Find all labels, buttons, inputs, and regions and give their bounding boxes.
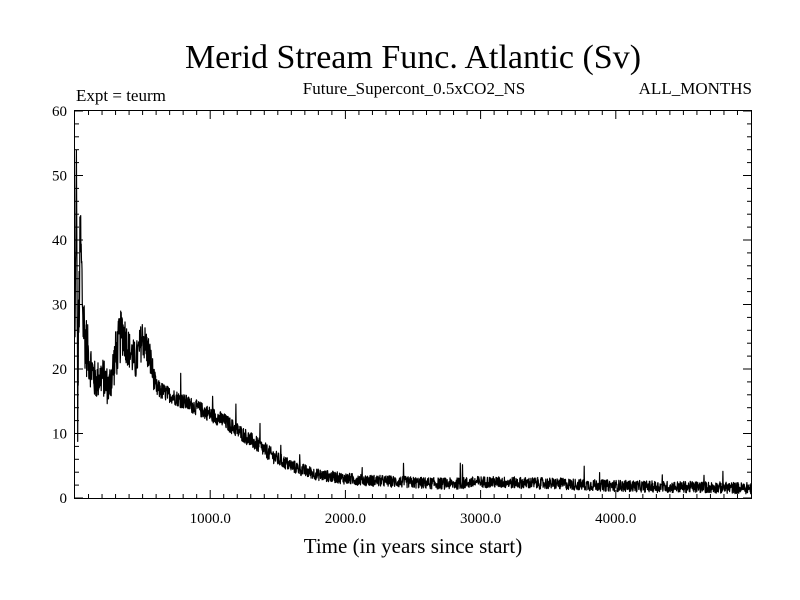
y-tick-label: 60	[52, 104, 67, 120]
ticks-layer: 0 10 20 30 40 50 60 1000.0 2000.0 3000.0 4000.0	[52, 104, 751, 527]
plot-frame	[74, 110, 752, 499]
y-tick-label: 0	[60, 491, 68, 507]
run-name-label: Future_Supercont_0.5xCO2_NS	[303, 79, 525, 98]
y-tick-label: 10	[52, 427, 67, 443]
series-layer	[74, 149, 752, 495]
x-tick-label: 3000.0	[460, 511, 501, 527]
x-tick-label: 4000.0	[595, 511, 636, 527]
x-axis-label: Time (in years since start)	[304, 534, 523, 558]
y-tick-label: 50	[52, 169, 67, 185]
x-tick-label: 2000.0	[325, 511, 366, 527]
series-line	[74, 149, 752, 495]
y-tick-label: 30	[52, 298, 67, 314]
x-tick-label: 1000.0	[190, 511, 231, 527]
experiment-label: Expt = teurm	[76, 86, 166, 105]
chart-title: Merid Stream Func. Atlantic (Sv)	[185, 39, 641, 76]
y-tick-label: 40	[52, 233, 67, 249]
season-label: ALL_MONTHS	[639, 79, 752, 98]
y-tick-label: 20	[52, 362, 67, 378]
